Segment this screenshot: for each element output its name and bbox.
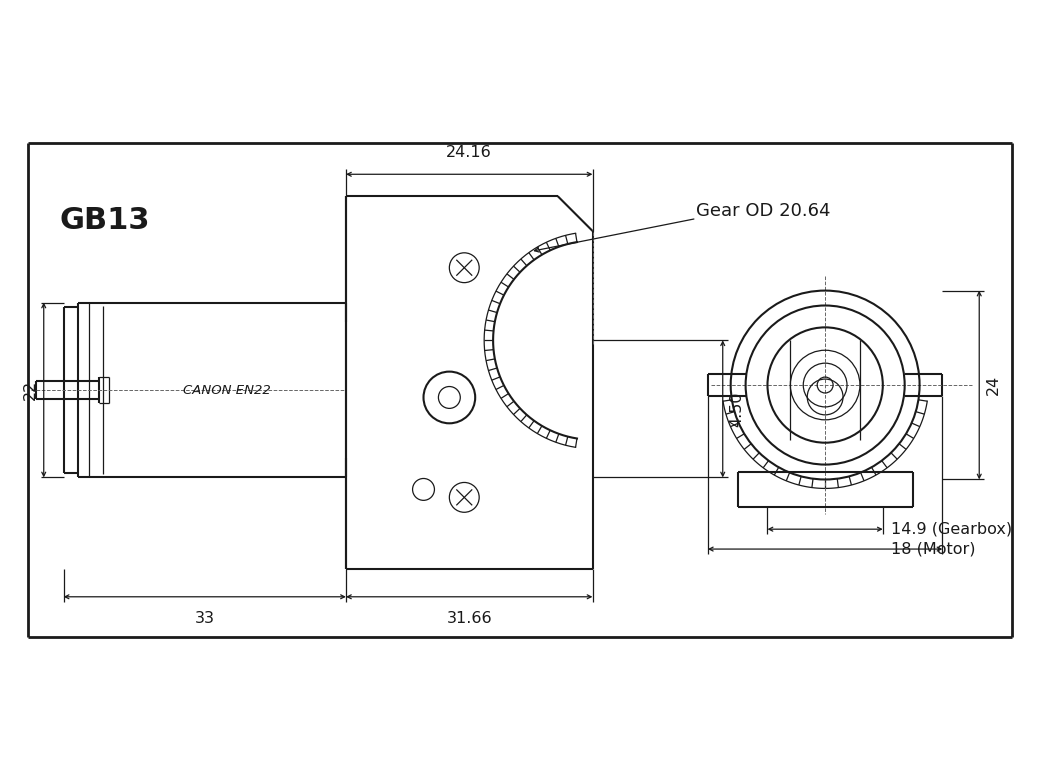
Text: 24.16: 24.16 (446, 145, 492, 160)
Text: 18 (Motor): 18 (Motor) (891, 541, 975, 557)
Text: Gear OD 20.64: Gear OD 20.64 (696, 202, 830, 220)
Text: 14.9 (Gearbox): 14.9 (Gearbox) (891, 522, 1012, 537)
Text: 4.50: 4.50 (729, 391, 744, 426)
Text: 31.66: 31.66 (446, 611, 492, 626)
Text: GB13: GB13 (59, 206, 150, 236)
Text: 24: 24 (986, 375, 1000, 395)
Text: CANON EN22: CANON EN22 (182, 383, 271, 397)
Text: 22: 22 (23, 380, 39, 400)
Text: 33: 33 (195, 611, 215, 626)
